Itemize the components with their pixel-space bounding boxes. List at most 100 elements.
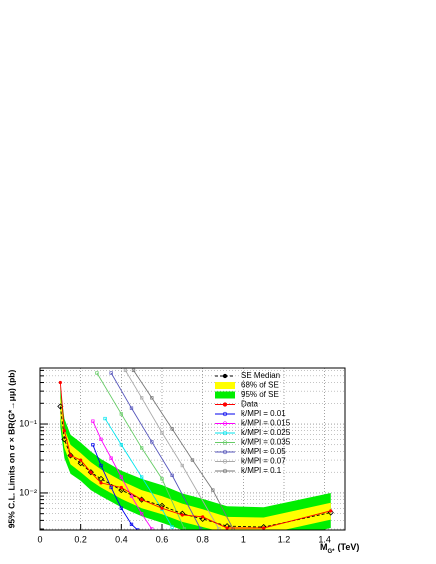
marker: [131, 368, 136, 373]
legend-swatch: [215, 391, 235, 399]
legend-marker: [222, 430, 228, 436]
marker: [119, 475, 123, 479]
marker: [150, 527, 154, 530]
legend-swatch: [215, 382, 235, 389]
signal-line: [92, 420, 153, 530]
marker: [140, 446, 144, 450]
marker: [182, 527, 187, 530]
marker: [91, 419, 95, 423]
legend-label: k/MPl = 0.025: [241, 428, 291, 437]
band: [60, 396, 331, 530]
x-axis-label: MG* (TeV): [320, 542, 359, 554]
marker: [99, 463, 103, 468]
marker: [109, 371, 113, 375]
legend-marker: [222, 411, 228, 417]
marker: [58, 380, 62, 385]
marker: [262, 526, 266, 530]
legend-marker: [222, 459, 228, 464]
marker: [89, 470, 93, 474]
legend-label: SE Median: [241, 371, 280, 380]
marker: [79, 458, 83, 462]
marker: [140, 512, 144, 516]
y-tick-label: 10⁻¹: [19, 418, 37, 428]
legend-marker: [222, 373, 228, 379]
marker: [135, 528, 140, 530]
x-label-main: M: [320, 542, 328, 552]
legend-marker: [222, 449, 228, 455]
marker: [119, 443, 123, 447]
marker: [180, 463, 184, 468]
marker: [170, 473, 174, 478]
marker: [129, 522, 134, 527]
x-tick-label: 0.4: [115, 534, 128, 544]
marker: [140, 396, 144, 400]
signal-line: [104, 418, 173, 528]
marker: [150, 396, 154, 400]
legend-label: 68% of SE: [241, 381, 279, 390]
signal-line: [110, 372, 202, 530]
marker: [119, 506, 123, 510]
series-line: [59, 382, 331, 529]
marker: [109, 485, 113, 490]
marker: [99, 437, 103, 441]
marker: [62, 429, 66, 433]
marker: [109, 456, 113, 460]
marker: [119, 412, 123, 416]
marker: [140, 498, 144, 502]
x-label-sub: G*: [328, 549, 336, 555]
marker: [150, 440, 154, 444]
marker: [87, 469, 94, 476]
x-tick-label: 0: [37, 534, 42, 544]
marker: [170, 427, 174, 431]
x-tick-label: 1.4: [318, 534, 331, 544]
x-tick-label: 1: [241, 534, 246, 544]
marker: [190, 458, 195, 462]
data-layer: [57, 368, 334, 530]
marker: [103, 416, 107, 421]
marker: [160, 506, 164, 510]
legend-label: k/MPl = 0.1: [241, 466, 282, 475]
marker: [160, 430, 164, 435]
x-tick-label: 0.8: [196, 534, 209, 544]
marker: [129, 494, 134, 498]
marker: [170, 525, 174, 529]
legend-label: k/MPl = 0.015: [241, 419, 291, 428]
legend-label: k/MPl = 0.05: [241, 447, 286, 456]
marker: [95, 371, 99, 375]
marker: [67, 452, 74, 459]
legend-marker: [222, 402, 228, 407]
legend-label: k/MPl = 0.01: [241, 409, 286, 418]
legend-label: 95% of SE: [241, 390, 279, 399]
legend-marker: [222, 421, 228, 426]
y-tick-label: 10⁻²: [19, 487, 37, 497]
marker: [129, 406, 134, 410]
x-tick-label: 1.2: [278, 534, 291, 544]
marker: [91, 443, 95, 447]
marker: [160, 477, 164, 481]
marker: [329, 509, 333, 513]
signal-line: [125, 370, 220, 530]
marker: [140, 475, 144, 479]
marker: [198, 527, 203, 530]
marker: [123, 368, 128, 373]
marker: [201, 515, 205, 519]
signal-line: [96, 372, 185, 530]
marker: [225, 526, 229, 530]
legend-label: Data: [241, 400, 258, 409]
legend-marker: [222, 440, 228, 445]
x-tick-label: 0.2: [74, 534, 87, 544]
legend-label: k/MPl = 0.07: [241, 457, 286, 466]
marker: [180, 513, 184, 517]
marker: [68, 453, 73, 458]
marker: [119, 485, 123, 490]
signal-line: [133, 370, 234, 530]
x-tick-label: 0.6: [156, 534, 169, 544]
plot-frame: [39, 367, 346, 531]
marker: [118, 487, 125, 494]
y-axis-label: 95% C.L. Limits on σ × BR(G*→μμ) (pb): [6, 370, 16, 529]
legend-marker: [222, 468, 228, 474]
marker: [211, 488, 215, 492]
x-label-unit: (TeV): [338, 542, 360, 552]
